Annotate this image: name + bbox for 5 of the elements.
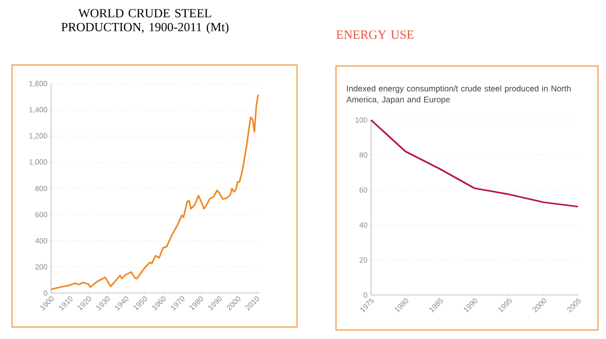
chart-subtitle: Indexed energy consumption/t crude steel produced in North America, Japan and Europe (346, 85, 571, 104)
line-series (50, 94, 259, 290)
chart-title: ENERGY USE (336, 30, 414, 39)
chart-title: WORLD CRUDE STEEL PRODUCTION, 1900-2011 (Mt) (61, 8, 228, 34)
line-series (370, 119, 579, 208)
